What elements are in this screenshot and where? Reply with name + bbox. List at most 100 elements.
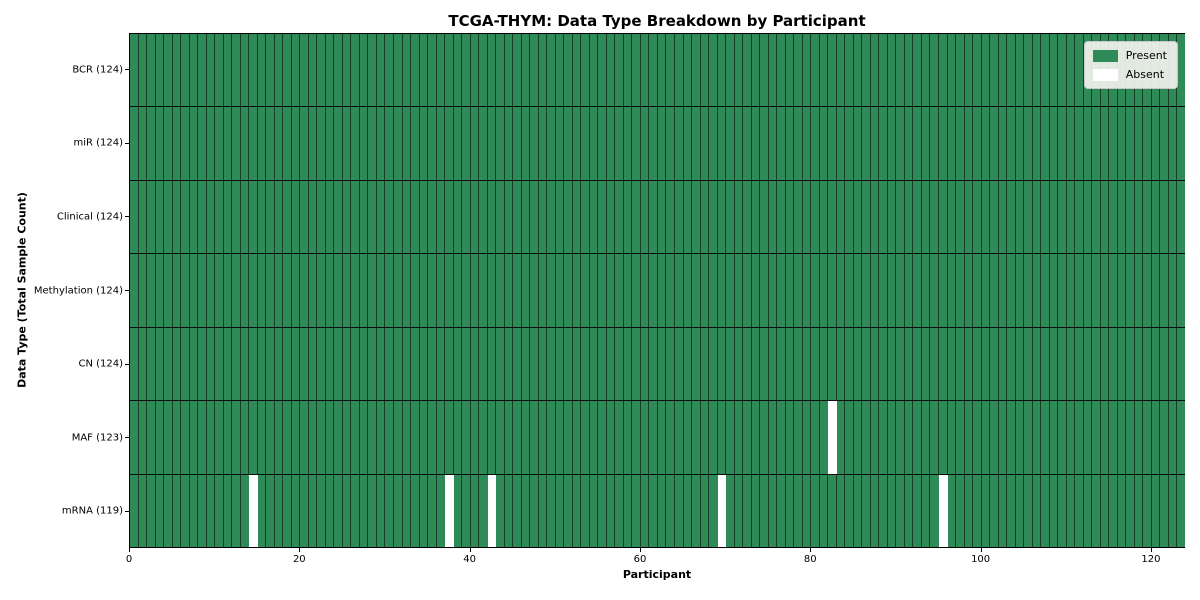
cell-present: [385, 401, 394, 474]
cell-present: [1032, 34, 1042, 107]
cell-present: [1109, 254, 1118, 327]
cell-present: [938, 401, 948, 474]
cell-present: [1032, 401, 1042, 474]
cell-present: [240, 254, 250, 327]
cell-present: [513, 107, 522, 180]
cell-present: [1100, 254, 1110, 327]
cell-present: [973, 401, 982, 474]
plot-area: Present Absent: [129, 33, 1185, 548]
cell-present: [393, 474, 403, 547]
cell-present: [879, 254, 888, 327]
cell-present: [657, 327, 667, 401]
cell-present: [555, 180, 565, 254]
cell-present: [938, 254, 948, 327]
cell-present: [155, 401, 165, 474]
cell-present: [513, 254, 522, 327]
cell-present: [564, 254, 573, 327]
cell-present: [794, 401, 803, 474]
cell-present: [896, 107, 905, 180]
cell-present: [1100, 401, 1110, 474]
cell-present: [921, 107, 931, 180]
cell-present: [266, 254, 275, 327]
cell-present: [1117, 254, 1127, 327]
cell-present: [138, 107, 148, 180]
cell-present: [973, 327, 982, 401]
cell-present: [453, 474, 463, 547]
cell-present: [223, 254, 233, 327]
cell-present: [462, 107, 471, 180]
cell-present: [538, 107, 548, 180]
cell-present: [870, 474, 880, 547]
cell-present: [198, 327, 207, 401]
cell-present: [819, 401, 829, 474]
cell-present: [768, 327, 778, 401]
cell-present: [291, 180, 301, 254]
cell-present: [521, 401, 531, 474]
cell-present: [291, 107, 301, 180]
cell-present: [130, 180, 139, 254]
cell-present: [249, 107, 258, 180]
cell-present: [172, 401, 182, 474]
cell-present: [598, 327, 607, 401]
cell-present: [734, 180, 744, 254]
cell-present: [632, 474, 641, 547]
cell-present: [904, 401, 914, 474]
cell-present: [300, 180, 309, 254]
legend-entry-present: Present: [1092, 49, 1167, 62]
cell-present: [683, 401, 693, 474]
cell-present: [164, 327, 173, 401]
cell-present: [445, 327, 454, 401]
cell-present: [538, 401, 548, 474]
cell-present: [249, 180, 258, 254]
cell-present: [232, 180, 241, 254]
cell-present: [138, 180, 148, 254]
cell-present: [768, 254, 778, 327]
cell-present: [130, 474, 139, 547]
cell-present: [308, 327, 318, 401]
cell-present: [1092, 180, 1101, 254]
cell-present: [811, 327, 820, 401]
cell-absent: [938, 474, 948, 547]
cell-present: [453, 327, 463, 401]
cell-present: [1134, 180, 1144, 254]
cell-present: [692, 34, 701, 107]
cell-present: [317, 34, 326, 107]
cell-present: [1143, 180, 1152, 254]
cell-present: [428, 107, 437, 180]
cell-present: [743, 107, 752, 180]
cell-present: [930, 474, 939, 547]
cell-present: [308, 34, 318, 107]
cell-present: [717, 34, 727, 107]
cell-present: [1041, 180, 1050, 254]
cell-present: [479, 34, 488, 107]
cell-present: [657, 254, 667, 327]
cell-present: [606, 474, 616, 547]
cell-present: [606, 107, 616, 180]
cell-present: [436, 474, 446, 547]
cell-present: [1160, 180, 1169, 254]
cell-present: [717, 180, 727, 254]
cell-present: [496, 254, 505, 327]
cell-present: [1058, 34, 1067, 107]
cell-present: [938, 34, 948, 107]
cell-present: [1075, 327, 1084, 401]
cell-present: [870, 107, 880, 180]
cell-present: [845, 107, 854, 180]
cell-present: [453, 401, 463, 474]
cell-present: [240, 327, 250, 401]
cell-present: [385, 474, 394, 547]
cell-present: [1177, 401, 1185, 474]
cell-present: [215, 474, 224, 547]
cell-present: [760, 254, 769, 327]
cell-present: [700, 474, 710, 547]
cell-present: [896, 327, 905, 401]
cell-present: [402, 180, 412, 254]
cell-present: [768, 34, 778, 107]
cell-present: [853, 107, 863, 180]
cell-present: [155, 254, 165, 327]
y-tick-label-miR: miR (124): [73, 137, 123, 149]
cell-present: [794, 327, 803, 401]
cell-present: [921, 254, 931, 327]
cell-present: [181, 107, 190, 180]
cell-present: [1168, 254, 1178, 327]
